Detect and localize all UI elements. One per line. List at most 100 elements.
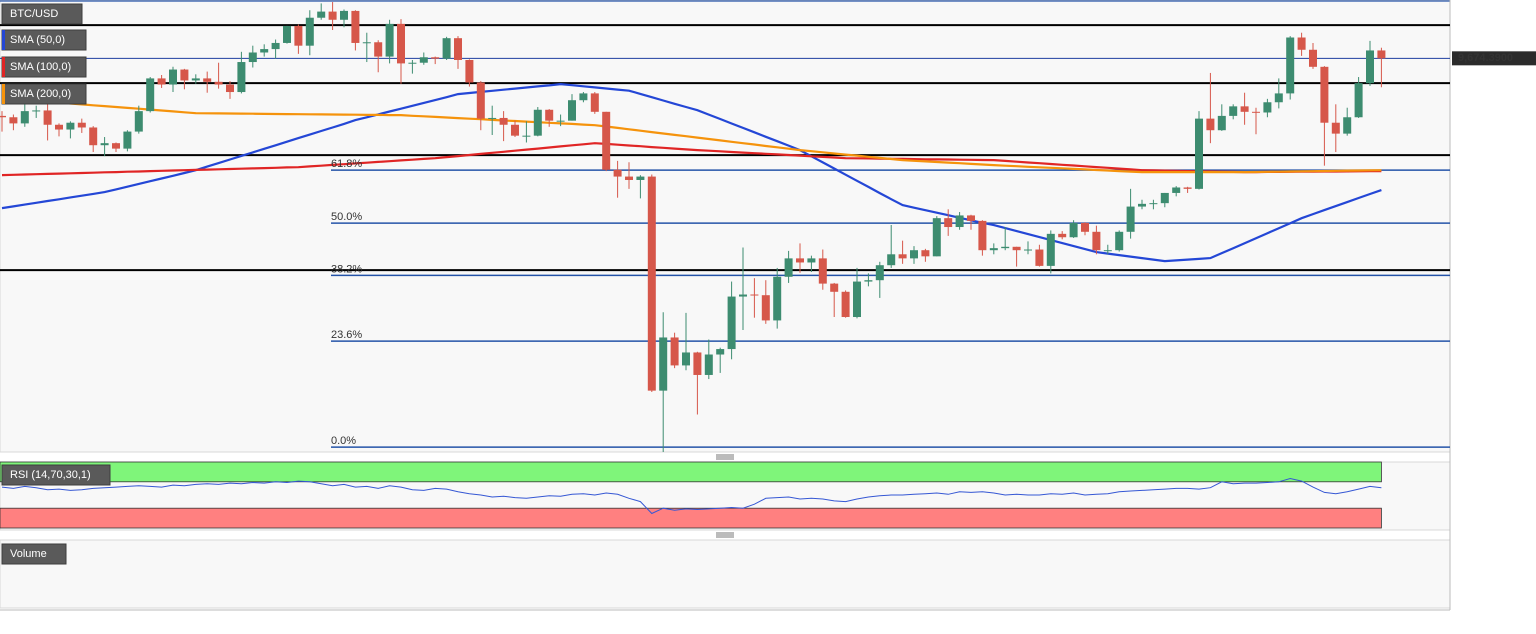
- candle-body: [1001, 246, 1010, 249]
- candle-body: [1058, 233, 1067, 238]
- resize-handle[interactable]: [716, 532, 734, 538]
- legend-entry: SMA (50,0): [10, 34, 65, 46]
- candle-body: [1297, 37, 1306, 50]
- candle-body: [1149, 203, 1158, 205]
- candle-body: [511, 124, 519, 136]
- candle-body: [932, 218, 941, 257]
- candle-body: [590, 93, 599, 112]
- panel-title: RSI (14,70,30,1): [10, 469, 91, 481]
- candle-body: [499, 117, 508, 125]
- candle-body: [408, 62, 417, 64]
- candle-body: [248, 52, 257, 63]
- price-panel: [0, 0, 1451, 453]
- label-layer: 0.0% 23.6% 38.2% 50.0% 61.8% 9,674.3900 BTC/US…: [1, 3, 1536, 565]
- candle-body: [967, 215, 975, 221]
- candle-body: [1354, 83, 1363, 118]
- candle-body: [226, 84, 234, 93]
- candle-body: [340, 10, 348, 20]
- candle-body: [77, 122, 86, 128]
- rsi-band: [0, 461, 1382, 483]
- chart-title: BTC/USD: [10, 8, 58, 20]
- candle-body: [989, 248, 998, 251]
- fibonacci-label: 61.8%: [331, 158, 362, 170]
- rsi-line: [1, 477, 1382, 515]
- candle-body: [659, 337, 668, 391]
- candle-body: [522, 135, 531, 137]
- candle-body: [727, 296, 736, 350]
- candle-body: [1081, 222, 1089, 232]
- candle-body: [203, 78, 212, 82]
- candle-body: [716, 349, 725, 355]
- candle-body: [283, 25, 291, 43]
- candle-body: [1320, 66, 1329, 123]
- candle-body: [328, 11, 337, 20]
- candle-body: [1069, 222, 1078, 238]
- candle-body: [1377, 50, 1386, 59]
- candle-body: [0, 115, 6, 118]
- candle-body: [385, 23, 394, 57]
- candle-body: [1024, 249, 1032, 251]
- candle-body: [761, 295, 770, 321]
- candle-body: [169, 69, 177, 85]
- candle-body: [1217, 115, 1226, 131]
- candle-body: [123, 131, 132, 149]
- candle-body: [1240, 106, 1249, 112]
- candle-body: [1092, 231, 1101, 251]
- candle-body: [294, 25, 303, 46]
- panel-title-box: [1, 464, 111, 486]
- resize-handle[interactable]: [716, 454, 734, 460]
- candle-body: [317, 11, 326, 18]
- candle-body: [568, 100, 576, 121]
- candle-body: [853, 281, 861, 318]
- candle-body: [682, 352, 690, 366]
- candle-body: [1252, 111, 1260, 113]
- candle-body: [579, 93, 588, 101]
- candle-body: [796, 258, 804, 263]
- legend-entry: SMA (100,0): [10, 61, 71, 73]
- candle-body: [157, 78, 166, 85]
- candle-body: [830, 283, 839, 292]
- candle-body: [750, 294, 759, 296]
- candle-body: [613, 169, 622, 177]
- candle-body: [146, 78, 155, 112]
- candle-body: [237, 62, 246, 93]
- candle-body: [545, 109, 554, 121]
- candle-body: [465, 59, 474, 83]
- candle-body: [841, 291, 850, 318]
- candle-body: [180, 69, 189, 81]
- last-price-label: 9,674.3900: [1458, 52, 1513, 64]
- panel-title-box: [1, 543, 67, 565]
- candle-body: [32, 110, 41, 112]
- panel-title: Volume: [10, 548, 47, 560]
- candle-body: [1263, 102, 1272, 113]
- candle-body: [864, 280, 873, 282]
- candle-body: [397, 23, 405, 64]
- candle-body: [647, 176, 656, 391]
- legend-entry-marker: [2, 57, 5, 77]
- candle-body: [1046, 233, 1055, 266]
- candle-body: [670, 337, 679, 366]
- candle-body: [1343, 117, 1352, 134]
- candle-body: [66, 122, 75, 130]
- candle-body: [100, 143, 109, 146]
- candle-body: [1331, 122, 1340, 134]
- candle-body: [921, 250, 930, 257]
- candle-body: [1229, 106, 1238, 116]
- candle-body: [214, 81, 223, 85]
- candle-body: [636, 176, 645, 180]
- candle-body: [739, 294, 747, 297]
- candle-body: [134, 111, 143, 132]
- candle-body: [1274, 93, 1283, 103]
- candle-body: [625, 176, 633, 180]
- candle-body: [89, 127, 98, 146]
- candle-body: [704, 354, 713, 375]
- candle-body: [43, 110, 52, 125]
- candle-body: [807, 258, 816, 263]
- candle-body: [1115, 231, 1124, 251]
- candle-body: [556, 120, 565, 122]
- candle-body: [1138, 203, 1146, 207]
- candle-body: [488, 117, 497, 119]
- legend-entry-marker: [2, 84, 5, 104]
- candle-body: [818, 258, 827, 284]
